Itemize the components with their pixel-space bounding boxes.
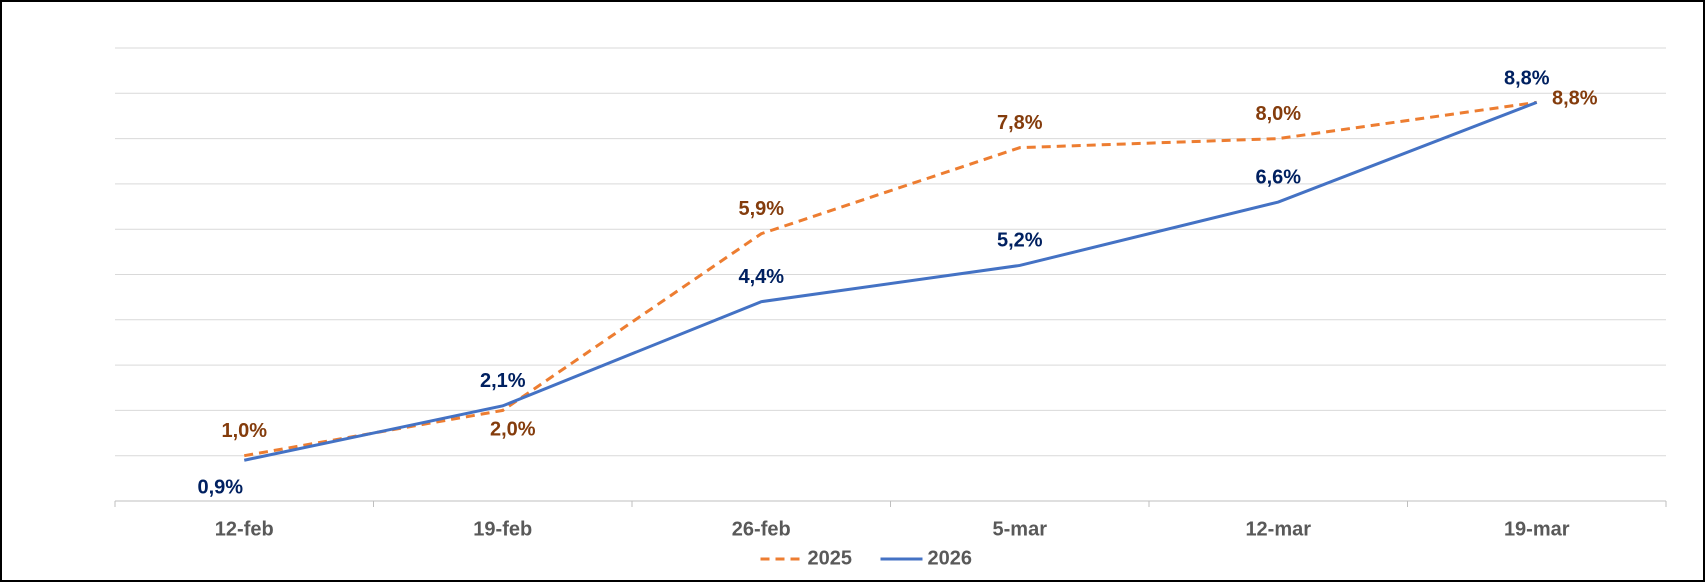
data-label: 8,8% [1504,68,1550,90]
data-label: 4,4% [738,266,784,288]
series-line [243,100,1538,462]
x-tick-label: 12-mar [1245,518,1311,540]
legend-label: 2026 [928,547,973,569]
data-label: 1,0% [221,420,267,442]
x-tick-label: 26-feb [732,518,791,540]
data-label: 8,8% [1552,88,1598,110]
x-tick-label: 5-mar [993,518,1048,540]
data-label: 7,8% [997,112,1043,134]
data-label: 2,1% [480,370,526,392]
x-tick-label: 12-feb [215,518,274,540]
data-label: 0,9% [197,477,243,499]
legend-label: 2025 [808,547,853,569]
data-label: 5,9% [738,198,784,220]
data-label: 8,0% [1255,103,1301,125]
x-tick-label: 19-mar [1504,518,1570,540]
data-label: 6,6% [1255,166,1301,188]
series-line [243,100,1537,458]
data-label: 2,0% [490,419,536,441]
x-tick-label: 19-feb [473,518,532,540]
data-label: 5,2% [997,230,1043,252]
